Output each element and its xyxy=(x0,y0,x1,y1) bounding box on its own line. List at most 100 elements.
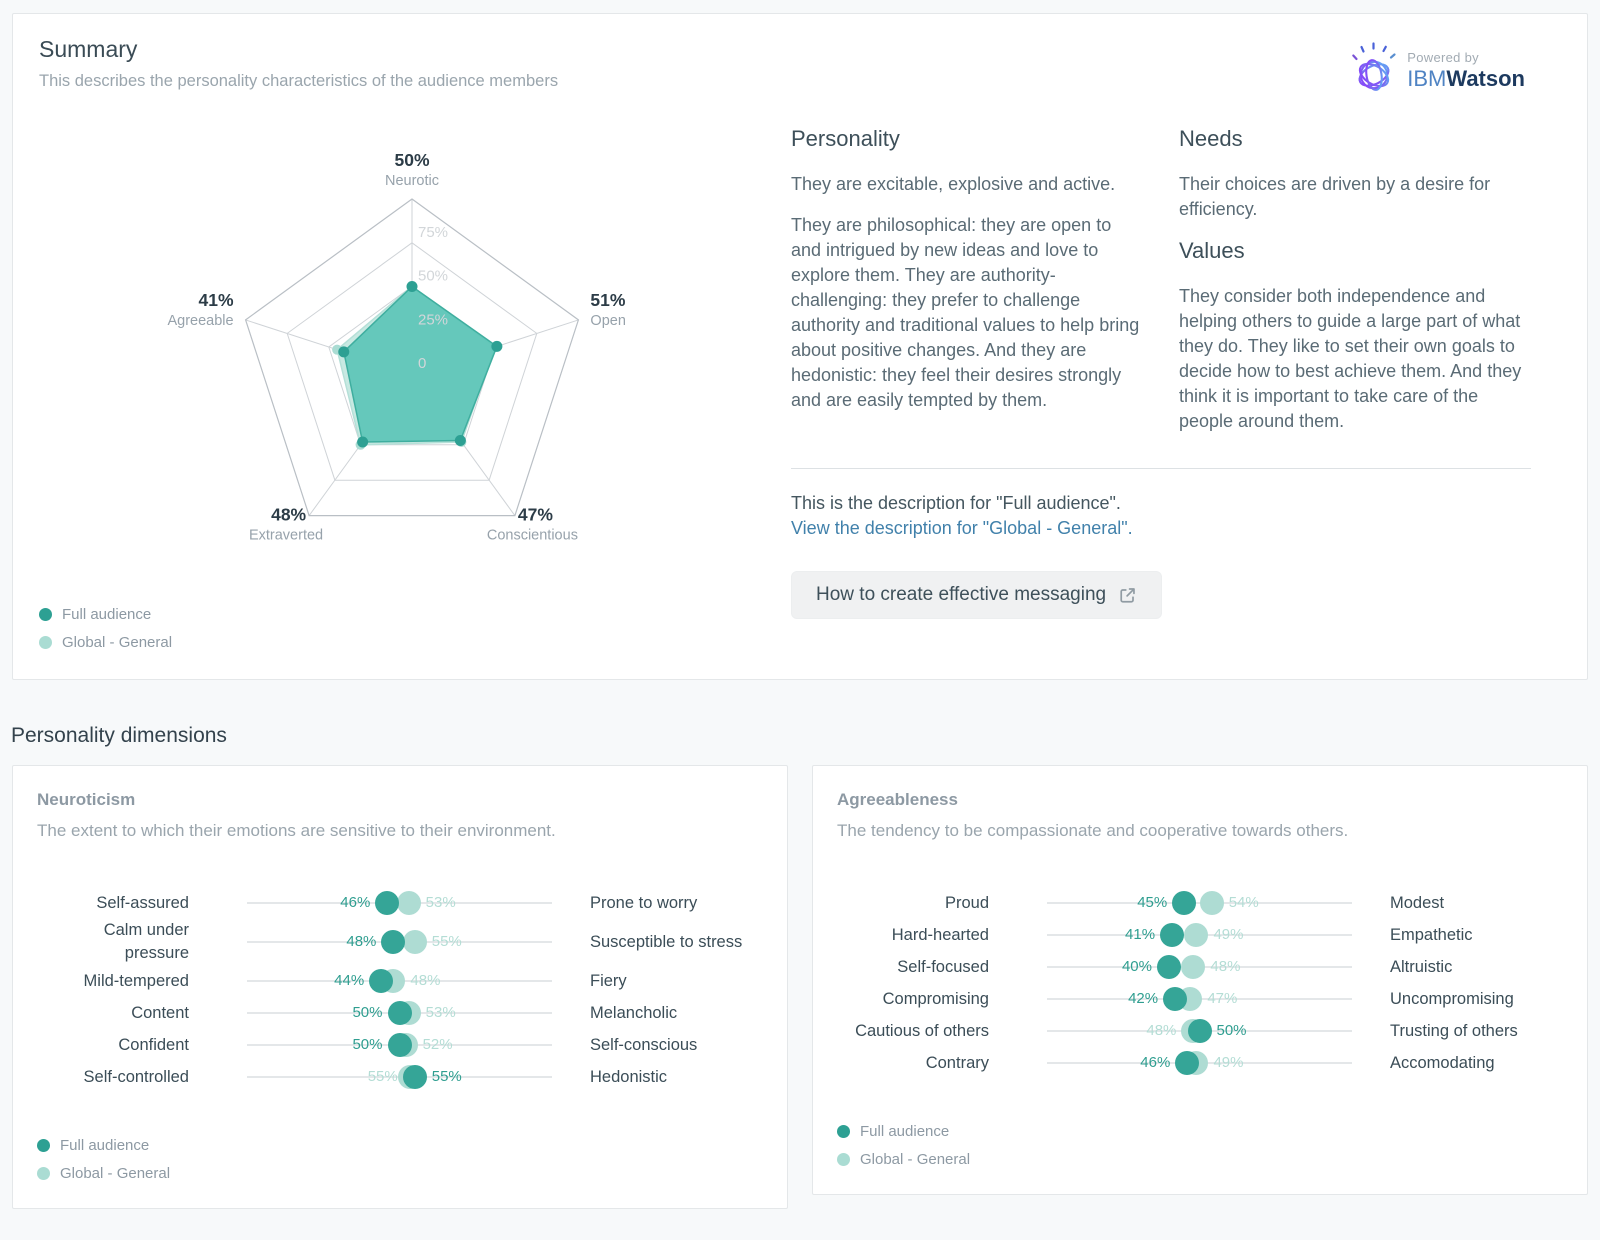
radar-vertex-percent: 41% xyxy=(199,290,234,310)
radar-point-full xyxy=(406,281,418,292)
agreeableness-legend: Full audience Global - General xyxy=(837,1123,1563,1168)
trait-track: 44% 48% xyxy=(247,965,552,997)
track-line xyxy=(1047,902,1352,904)
dot-full-audience xyxy=(402,1065,427,1089)
dot-global-general xyxy=(1199,891,1224,915)
dot-full-audience xyxy=(369,969,394,993)
legend-item-full-audience: Full audience xyxy=(837,1123,1563,1140)
trait-value-full: 50% xyxy=(1216,1022,1247,1039)
needs-paragraph: Their choices are driven by a desire for… xyxy=(1179,174,1491,219)
trait-value-full: 46% xyxy=(1140,1054,1171,1071)
radar-point-full xyxy=(454,435,466,447)
agreeableness-rows: Proud 45% 54% Modest Hard-hearted 41% 49% Empat… xyxy=(837,887,1563,1079)
trait-right-label: Prone to worry xyxy=(590,893,698,912)
trait-track: 50% 52% xyxy=(247,1029,552,1061)
powered-by-label: Powered by xyxy=(1407,49,1479,65)
legend-label: Full audience xyxy=(62,606,152,623)
radar-vertex-name: Neurotic xyxy=(385,173,439,189)
effective-messaging-button[interactable]: How to create effective messaging xyxy=(791,571,1163,619)
trait-track: 41% 49% xyxy=(1047,919,1352,951)
trait-row: Mild-tempered 44% 48% Fiery xyxy=(37,965,763,997)
brand-line: IBMWatson xyxy=(1407,66,1525,92)
trait-value-global: 52% xyxy=(422,1036,453,1053)
trait-value-global: 48% xyxy=(1146,1022,1177,1039)
neuroticism-title: Neuroticism xyxy=(37,790,136,809)
view-global-description-link[interactable]: View the description for "Global - Gener… xyxy=(791,518,1133,538)
radar-vertex-name: Agreeable xyxy=(167,313,233,329)
trait-track: 50% 53% xyxy=(247,997,552,1029)
neuroticism-legend: Full audience Global - General xyxy=(37,1137,763,1182)
needs-values-column: Needs Their choices are driven by a desi… xyxy=(1179,126,1531,450)
trait-value-global: 53% xyxy=(425,1004,456,1021)
values-paragraph: They consider both independence and help… xyxy=(1179,286,1522,431)
radar-point-full xyxy=(491,340,503,352)
radar-tick-label: 50% xyxy=(418,268,448,285)
global-general-dot-icon xyxy=(37,1167,50,1180)
trait-track: 46% 49% xyxy=(1047,1047,1352,1079)
radar-vertex-percent: 51% xyxy=(590,290,625,310)
radar-tick-label: 75% xyxy=(418,224,448,241)
summary-subtitle: This describes the personality character… xyxy=(39,72,559,90)
dot-full-audience xyxy=(1187,1019,1212,1043)
dot-full-audience xyxy=(1172,891,1197,915)
trait-row: Content 50% 53% Melancholic xyxy=(37,997,763,1029)
trait-track: 40% 48% xyxy=(1047,951,1352,983)
legend-label: Global - General xyxy=(60,1165,171,1182)
radar-vertex-name: Open xyxy=(590,313,625,329)
personality-paragraph: They are excitable, explosive and active… xyxy=(791,174,1116,194)
trait-right-label: Melancholic xyxy=(590,1003,678,1022)
trait-value-global: 48% xyxy=(1210,958,1241,975)
trait-left-label: Content xyxy=(131,1003,189,1022)
radar-vertex-percent: 50% xyxy=(394,150,429,170)
summary-card: Summary This describes the personality c… xyxy=(12,13,1588,680)
legend-item-full-audience: Full audience xyxy=(39,606,172,623)
summary-title: Summary xyxy=(39,36,138,62)
legend-label: Global - General xyxy=(62,634,173,651)
legend-label: Full audience xyxy=(860,1123,950,1140)
trait-value-global: 54% xyxy=(1228,894,1259,911)
summary-text-panel: Personality They are excitable, explosiv… xyxy=(791,126,1531,619)
description-current-text: This is the description for "Full audien… xyxy=(791,493,1121,513)
dot-full-audience xyxy=(387,1001,412,1025)
trait-row: Contrary 46% 49% Accomodating xyxy=(837,1047,1563,1079)
needs-heading: Needs xyxy=(1179,126,1243,151)
agreeableness-title: Agreeableness xyxy=(837,790,958,809)
trait-value-full: 45% xyxy=(1137,894,1168,911)
trait-right-label: Altruistic xyxy=(1390,957,1453,976)
radar-point-full xyxy=(338,346,350,358)
trait-track: 48% 50% xyxy=(1047,1015,1352,1047)
values-heading: Values xyxy=(1179,238,1245,263)
trait-value-full: 50% xyxy=(352,1004,383,1021)
trait-track: 42% 47% xyxy=(1047,983,1352,1015)
trait-value-global: 55% xyxy=(431,933,462,950)
personality-heading: Personality xyxy=(791,126,900,151)
legend-label: Full audience xyxy=(60,1137,150,1154)
trait-value-global: 53% xyxy=(425,894,456,911)
personality-paragraph: They are philosophical: they are open to… xyxy=(791,215,1140,410)
radar-vertex-percent: 47% xyxy=(518,505,553,525)
radar-legend: Full audience Global - General xyxy=(39,606,172,651)
trait-track: 46% 53% xyxy=(247,887,552,919)
trait-value-full: 55% xyxy=(431,1068,462,1085)
divider xyxy=(791,468,1531,469)
dot-full-audience xyxy=(1160,923,1185,947)
trait-right-label: Hedonistic xyxy=(590,1067,668,1086)
trait-value-full: 44% xyxy=(334,972,365,989)
trait-left-label: Self-focused xyxy=(897,957,989,976)
radar-tick-label: 25% xyxy=(418,311,448,328)
watson-sphere-icon xyxy=(1347,40,1401,101)
agreeableness-subtitle: The tendency to be compassionate and coo… xyxy=(837,821,1349,840)
dot-full-audience xyxy=(381,930,406,954)
trait-value-full: 50% xyxy=(352,1036,383,1053)
trait-right-label: Susceptible to stress xyxy=(590,932,743,951)
neuroticism-subtitle: The extent to which their emotions are s… xyxy=(37,821,556,840)
trait-row: Confident 50% 52% Self-conscious xyxy=(37,1029,763,1061)
trait-left-label: Calm under pressure xyxy=(103,921,189,962)
dot-global-general xyxy=(1184,923,1209,947)
external-link-icon xyxy=(1118,586,1137,605)
trait-left-label: Self-controlled xyxy=(83,1067,189,1086)
trait-right-label: Modest xyxy=(1390,893,1445,912)
trait-row: Cautious of others 48% 50% Trusting of othe… xyxy=(837,1015,1563,1047)
legend-item-global-general: Global - General xyxy=(39,634,172,651)
trait-left-label: Proud xyxy=(944,893,989,912)
